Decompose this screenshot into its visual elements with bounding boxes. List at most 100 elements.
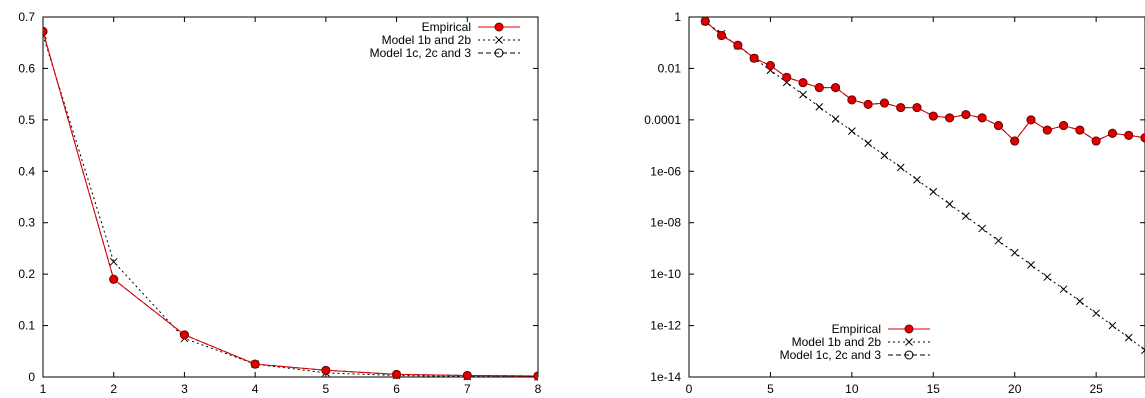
y-tick-label: 1e-06 xyxy=(650,164,681,178)
data-point xyxy=(462,370,472,380)
series-line xyxy=(43,31,538,377)
legend-label: Model 1b and 2b xyxy=(792,335,882,349)
data-point xyxy=(392,369,402,379)
y-tick-label: 0.0001 xyxy=(644,113,681,127)
data-point xyxy=(993,121,1003,131)
series-line xyxy=(705,21,1145,351)
data-point xyxy=(831,83,841,93)
data-point xyxy=(864,139,872,148)
data-point xyxy=(109,257,118,266)
data-point xyxy=(782,72,792,82)
y-tick-label: 1 xyxy=(674,10,681,24)
series-line xyxy=(43,34,538,378)
data-point xyxy=(1091,136,1101,146)
data-point xyxy=(912,103,922,113)
data-point xyxy=(1124,130,1134,140)
data-point xyxy=(815,103,824,111)
y-tick-label: 0.01 xyxy=(658,61,682,75)
data-point xyxy=(250,359,260,369)
data-point xyxy=(533,371,538,381)
series-group xyxy=(700,16,1145,355)
x-tick-label: 25 xyxy=(1089,382,1103,396)
y-tick-label: 0.4 xyxy=(18,164,35,178)
data-point xyxy=(977,113,987,123)
data-point xyxy=(717,31,727,41)
data-point xyxy=(749,53,759,63)
data-point xyxy=(495,36,503,44)
x-tick-label: 2 xyxy=(110,382,117,396)
x-tick-label: 20 xyxy=(1008,382,1022,396)
data-point xyxy=(879,98,889,108)
data-point xyxy=(1059,121,1069,131)
data-point xyxy=(765,60,775,70)
x-tick-label: 4 xyxy=(252,382,259,396)
data-point xyxy=(962,212,970,221)
y-tick-label: 0.3 xyxy=(18,216,35,230)
x-tick-label: 15 xyxy=(927,382,941,396)
y-tick-label: 1e-12 xyxy=(650,319,681,333)
x-tick-label: 8 xyxy=(535,382,542,396)
series-group xyxy=(43,26,538,381)
data-point xyxy=(1140,133,1145,143)
data-point xyxy=(179,330,189,340)
x-tick-label: 5 xyxy=(767,382,774,396)
data-point xyxy=(961,110,971,120)
y-tick-label: 1e-08 xyxy=(650,216,681,230)
series-line xyxy=(43,31,538,377)
x-tick-label: 1 xyxy=(40,382,47,396)
data-point xyxy=(863,99,873,109)
data-point xyxy=(847,95,857,105)
legend-label: Empirical xyxy=(832,322,881,336)
data-point xyxy=(904,324,914,334)
y-tick-label: 1e-14 xyxy=(650,370,681,384)
plot-frame xyxy=(42,16,539,378)
data-point xyxy=(1043,273,1052,281)
data-point xyxy=(733,40,743,50)
data-point xyxy=(945,200,954,208)
legend-label: Empirical xyxy=(422,20,471,34)
data-point xyxy=(43,26,48,36)
y-tick-label: 1e-10 xyxy=(650,267,681,281)
data-point xyxy=(1010,136,1020,146)
data-point xyxy=(814,83,824,93)
data-point xyxy=(700,16,710,26)
data-point xyxy=(1108,321,1117,330)
data-point xyxy=(904,350,914,360)
data-point xyxy=(494,48,504,58)
y-tick-label: 0.5 xyxy=(18,113,35,127)
x-tick-label: 3 xyxy=(181,382,188,396)
data-point xyxy=(1027,260,1035,269)
data-point xyxy=(799,90,807,99)
legend-label: Model 1c, 2c and 3 xyxy=(780,348,882,362)
y-tick-label: 0.1 xyxy=(18,319,35,333)
plot-frame xyxy=(688,16,1145,378)
data-point xyxy=(896,103,906,113)
data-point xyxy=(994,236,1003,245)
chart-log: 0 5 10 15 20 25 1 0.01 0.0001 1e-06 1e-08 1e-10 1e-1… xyxy=(644,10,1145,396)
data-point xyxy=(905,338,913,346)
data-point xyxy=(848,127,856,135)
y-tick-label: 0.2 xyxy=(18,267,35,281)
data-point xyxy=(1042,125,1052,135)
legend-label: Model 1b and 2b xyxy=(382,33,472,47)
data-point xyxy=(1075,125,1085,135)
series-line xyxy=(704,20,1145,142)
x-tick-label: 5 xyxy=(323,382,330,396)
data-point xyxy=(880,151,889,160)
data-point xyxy=(109,274,119,284)
data-point xyxy=(1124,333,1133,342)
data-point xyxy=(928,111,938,121)
data-point xyxy=(1076,297,1084,306)
data-point xyxy=(1059,285,1068,294)
data-point xyxy=(1092,309,1100,318)
data-point xyxy=(1141,346,1145,355)
x-tick-label: 10 xyxy=(845,382,859,396)
x-tick-label: 0 xyxy=(686,382,693,396)
data-point xyxy=(978,224,986,233)
data-point xyxy=(1010,248,1019,257)
data-point xyxy=(929,187,938,196)
y-tick-label: 0.6 xyxy=(18,61,35,75)
